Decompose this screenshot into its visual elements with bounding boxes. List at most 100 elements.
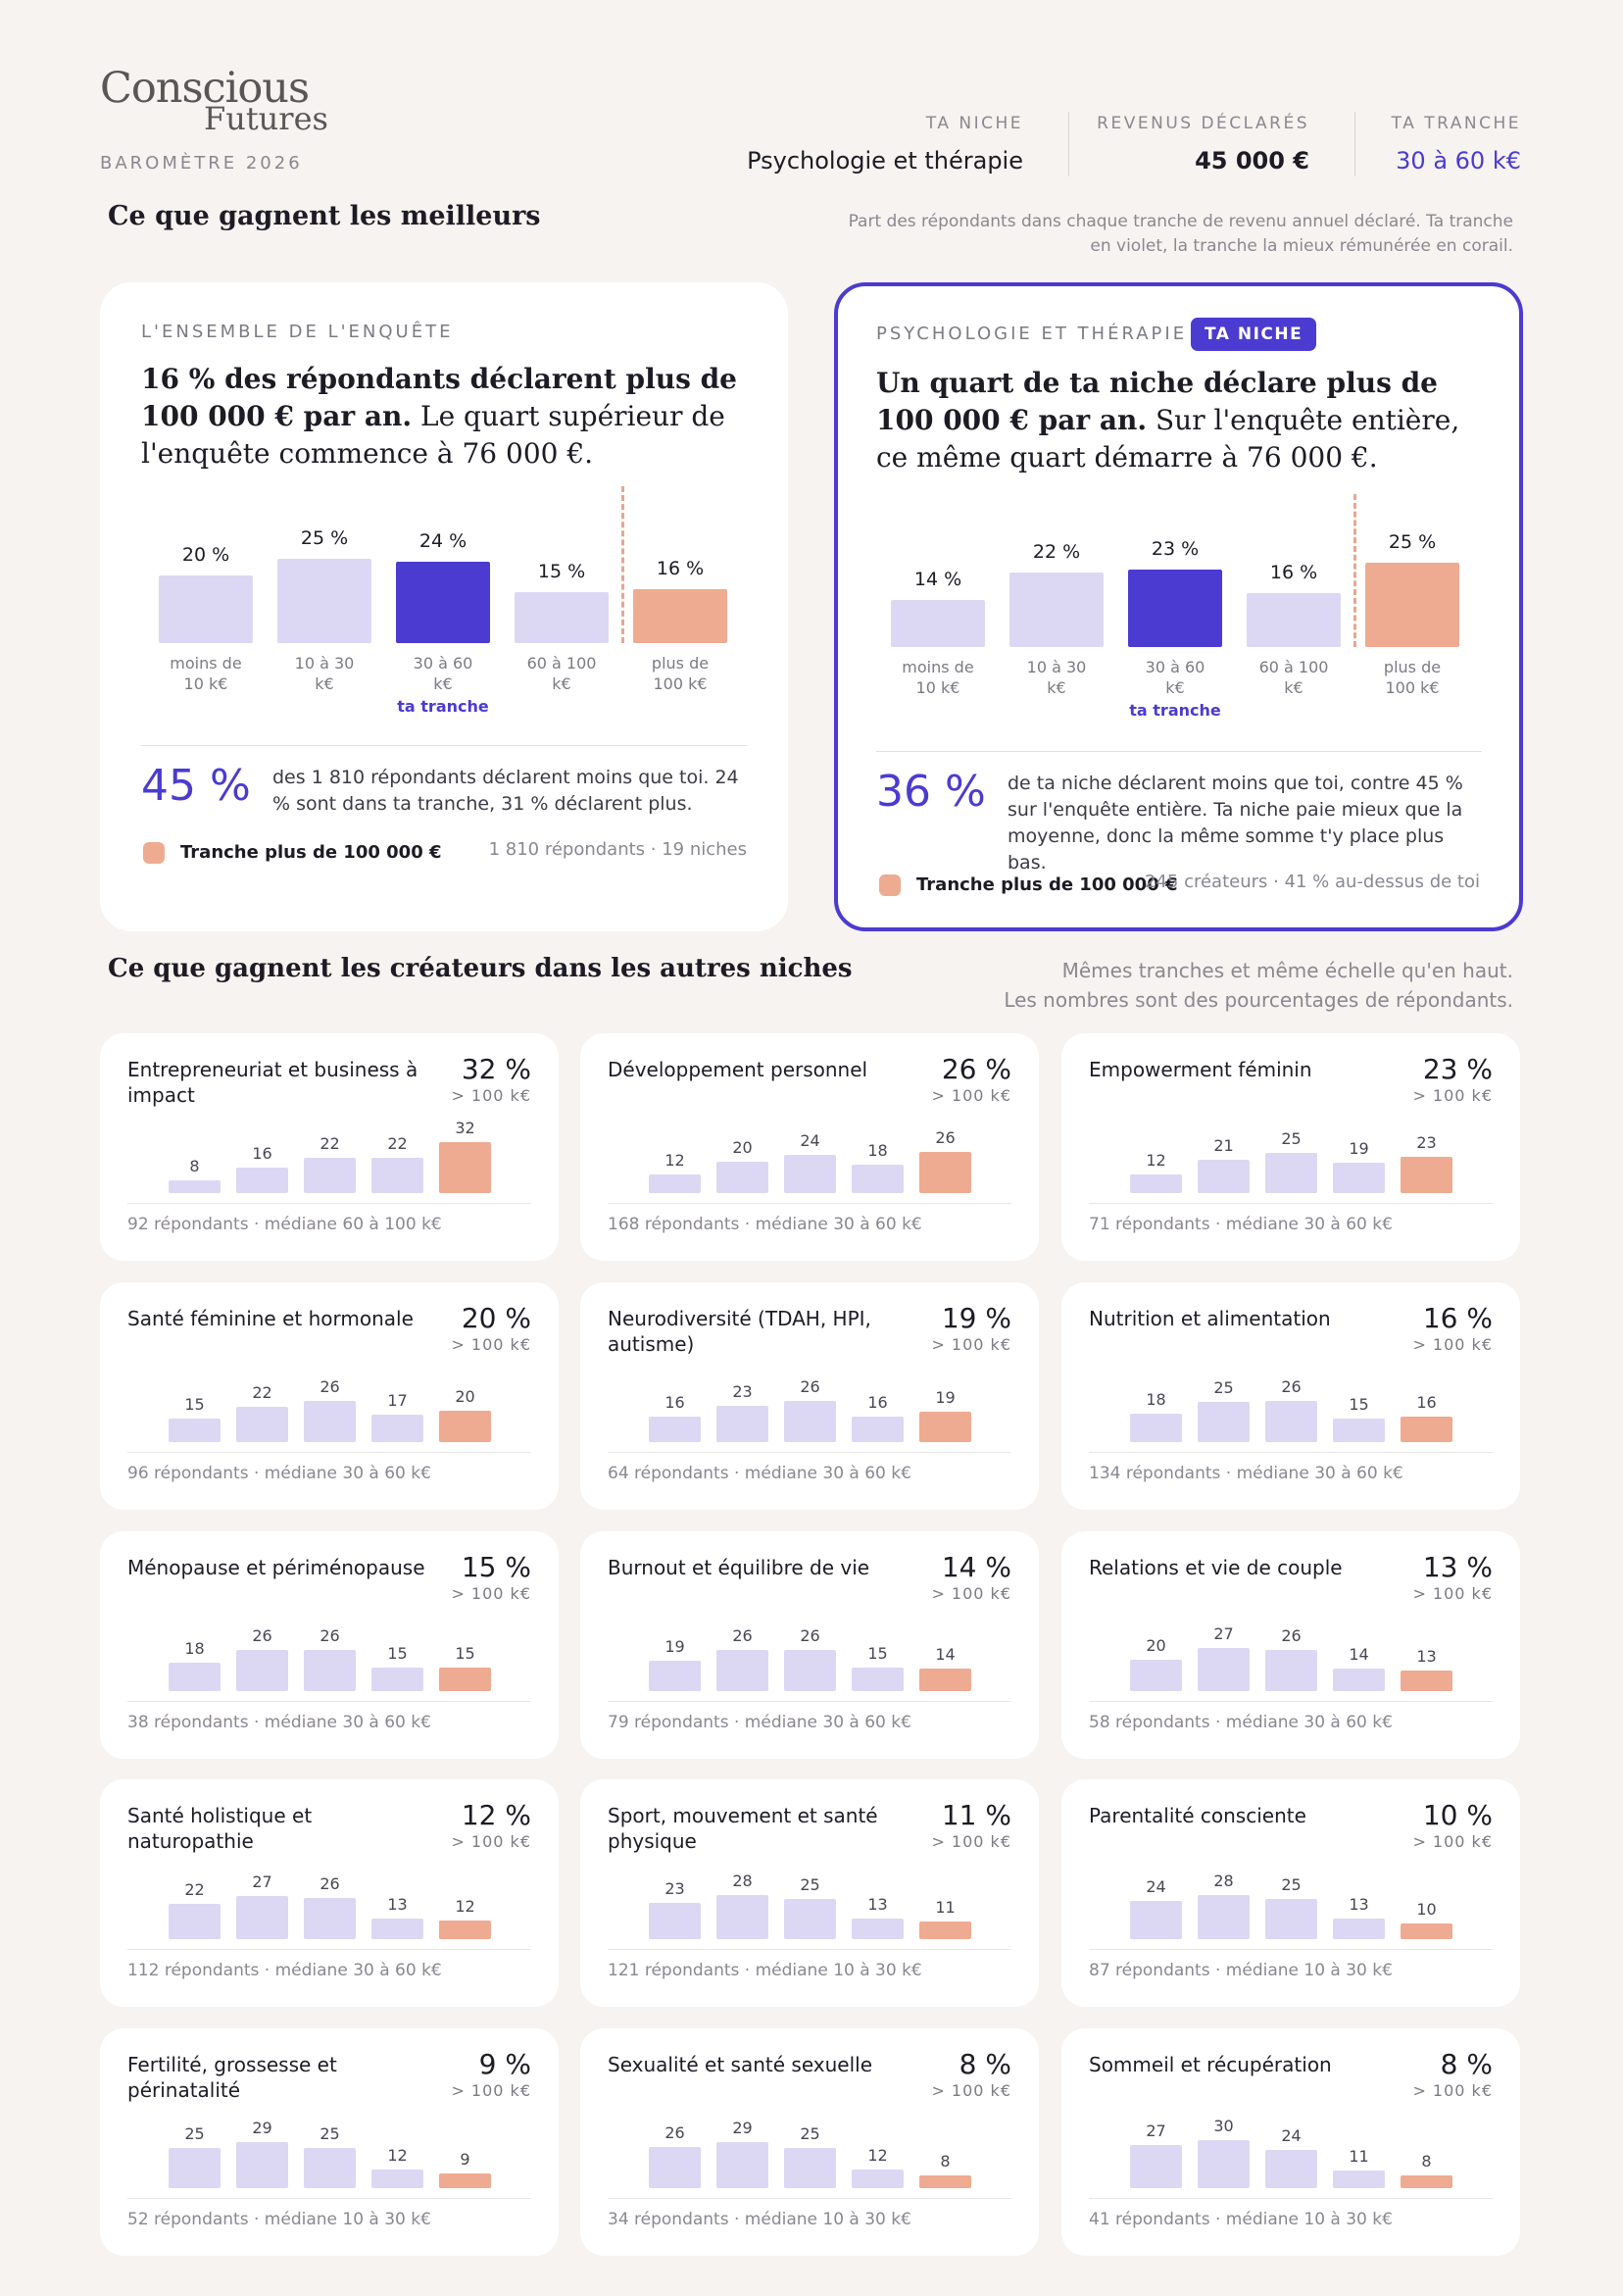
niche-bar-value: 29 xyxy=(252,2119,272,2137)
ta-tranche-label: ta tranche xyxy=(397,697,489,716)
meta-divider xyxy=(1068,112,1069,176)
chart-bar xyxy=(633,589,727,643)
niche-bar xyxy=(371,1415,423,1442)
niche-card-footer: 34 répondants · médiane 10 à 30 k€ xyxy=(608,2210,911,2229)
meta-niche: TA NICHE Psychologie et thérapie xyxy=(747,114,1023,175)
niche-bar-value: 18 xyxy=(867,1141,888,1160)
niche-card-footer: 58 répondants · médiane 30 à 60 k€ xyxy=(1089,1713,1393,1732)
niche-bar xyxy=(1265,1153,1317,1193)
niche-card-divider xyxy=(608,1203,1011,1204)
niche-bar xyxy=(236,1168,288,1193)
niche-card-divider xyxy=(127,1203,531,1204)
card-ensemble: L'ENSEMBLE DE L'ENQUÊTE 16 % des réponda… xyxy=(100,282,788,931)
niche-bar xyxy=(852,1417,904,1442)
niche-bar xyxy=(649,2147,701,2188)
niche-card: Relations et vie de couple 13 % > 100 k€ 20… xyxy=(1061,1531,1520,1759)
logo: Conscious Futures xyxy=(100,67,328,137)
niche-card-footer: 134 répondants · médiane 30 à 60 k€ xyxy=(1089,1464,1403,1483)
category-label: moins de 10 k€ xyxy=(902,658,974,697)
niche-card-divider xyxy=(127,1452,531,1453)
niche-bar-value: 16 xyxy=(867,1393,888,1412)
niche-bar xyxy=(919,1922,971,1939)
meta-revenus-label: REVENUS DÉCLARÉS xyxy=(1097,114,1309,133)
niche-card-percentage: 32 % xyxy=(461,1053,531,1085)
niche-bar xyxy=(371,2170,423,2188)
niche-card: Entrepreneuriat et business à impact 32 %… xyxy=(100,1033,559,1261)
niche-bar-value: 20 xyxy=(732,1138,753,1157)
niche-bar xyxy=(236,2142,288,2188)
niche-card-percentage: 15 % xyxy=(461,1551,531,1583)
niche-bar xyxy=(439,2173,491,2188)
niche-bar xyxy=(716,1406,768,1442)
bar-value-label: 22 % xyxy=(1032,541,1081,563)
niche-bar-value: 24 xyxy=(1281,2126,1302,2145)
niche-card-footer: 121 répondants · médiane 10 à 30 k€ xyxy=(608,1961,922,1980)
niche-card-divider xyxy=(608,1452,1011,1453)
niche-bar xyxy=(1265,2150,1317,2188)
niche-bar xyxy=(304,1401,356,1442)
niche-card-sublabel: > 100 k€ xyxy=(931,2081,1011,2100)
niche-bar xyxy=(1401,1417,1452,1442)
category-label: 10 à 30 k€ xyxy=(294,654,355,693)
niche-bar xyxy=(919,1412,971,1442)
bar-value-label: 25 % xyxy=(1388,531,1437,553)
big-percentage: 45 % xyxy=(141,761,251,811)
chart-bar xyxy=(277,559,371,643)
niche-card-footer: 96 répondants · médiane 30 à 60 k€ xyxy=(127,1464,431,1483)
niche-card: Burnout et équilibre de vie 14 % > 100 k€ 1… xyxy=(580,1531,1039,1759)
bar-value-label: 16 % xyxy=(656,558,705,579)
niche-card-sublabel: > 100 k€ xyxy=(931,1584,1011,1603)
niche-card-percentage: 14 % xyxy=(941,1551,1011,1583)
card-headline: 16 % des répondants déclarent plus de 10… xyxy=(141,361,759,473)
chart-bar xyxy=(1009,573,1104,647)
ta-tranche-label: ta tranche xyxy=(1129,701,1221,720)
niche-card-divider xyxy=(1089,1203,1493,1204)
legend-label: Tranche plus de 100 000 € xyxy=(916,874,1178,895)
niche-bar-value: 26 xyxy=(1281,1626,1302,1645)
niche-card-footer: 79 répondants · médiane 30 à 60 k€ xyxy=(608,1713,911,1732)
bar-value-label: 24 % xyxy=(418,530,467,552)
category-label: moins de 10 k€ xyxy=(170,654,242,693)
card-ta-niche: PSYCHOLOGIE ET THÉRAPIE TA NICHE Un quar… xyxy=(834,282,1523,931)
niche-bar xyxy=(1333,2171,1385,2188)
niche-card-percentage: 16 % xyxy=(1422,1302,1493,1334)
chart-bar xyxy=(1128,570,1222,647)
niche-bar-value: 9 xyxy=(460,2150,470,2169)
niche-bar-value: 22 xyxy=(320,1134,340,1153)
niche-bar xyxy=(236,1896,288,1939)
niche-bar-value: 26 xyxy=(320,1626,340,1645)
niche-bar-value: 10 xyxy=(1416,1900,1437,1919)
niche-bar-value: 19 xyxy=(664,1637,685,1656)
niche-card-title: Développement personnel xyxy=(608,1058,868,1081)
niche-bar xyxy=(1265,1401,1317,1442)
niche-bar xyxy=(852,1919,904,1939)
headline-bold: 16 % des répondants déclarent plus de 10… xyxy=(141,363,737,432)
niche-bar-value: 26 xyxy=(320,1874,340,1893)
niche-bar-value: 12 xyxy=(867,2146,888,2165)
niche-bar-value: 22 xyxy=(387,1134,408,1153)
section-note-line: Part des répondants dans chaque tranche … xyxy=(848,212,1513,231)
niche-card-sublabel: > 100 k€ xyxy=(451,1086,531,1105)
logo-line2: Futures xyxy=(204,100,328,137)
card-description: de ta niche déclarent moins que toi, con… xyxy=(1008,773,1463,873)
niche-bar-value: 25 xyxy=(1281,1875,1302,1894)
niche-card-percentage: 12 % xyxy=(461,1799,531,1831)
niche-bar-value: 8 xyxy=(940,2152,951,2171)
niche-bar xyxy=(649,1174,701,1193)
divider xyxy=(141,745,747,746)
niche-bar xyxy=(1198,1160,1250,1193)
niche-card-sublabel: > 100 k€ xyxy=(451,1832,531,1851)
niche-bar-value: 17 xyxy=(387,1391,408,1410)
niche-card: Neurodiversité (TDAH, HPI, autisme) 19 % >… xyxy=(580,1282,1039,1510)
niche-bar-value: 26 xyxy=(800,1626,820,1645)
niche-card: Sexualité et santé sexuelle 8 % > 100 k€ 26… xyxy=(580,2028,1039,2256)
niche-card-sublabel: > 100 k€ xyxy=(931,1086,1011,1105)
niche-bar-value: 30 xyxy=(1213,2117,1234,2135)
niche-bar xyxy=(649,1417,701,1442)
meta-tranche-label: TA TRANCHE xyxy=(1391,114,1521,133)
section-note-autres-niches: Mêmes tranches et même échelle qu'en hau… xyxy=(1004,956,1513,1015)
niche-bar-value: 15 xyxy=(867,1644,888,1663)
niche-bar-value: 23 xyxy=(732,1382,753,1401)
niche-bar-value: 27 xyxy=(252,1872,272,1891)
card-footer: 245 créateurs · 41 % au-dessus de toi xyxy=(1144,872,1480,892)
